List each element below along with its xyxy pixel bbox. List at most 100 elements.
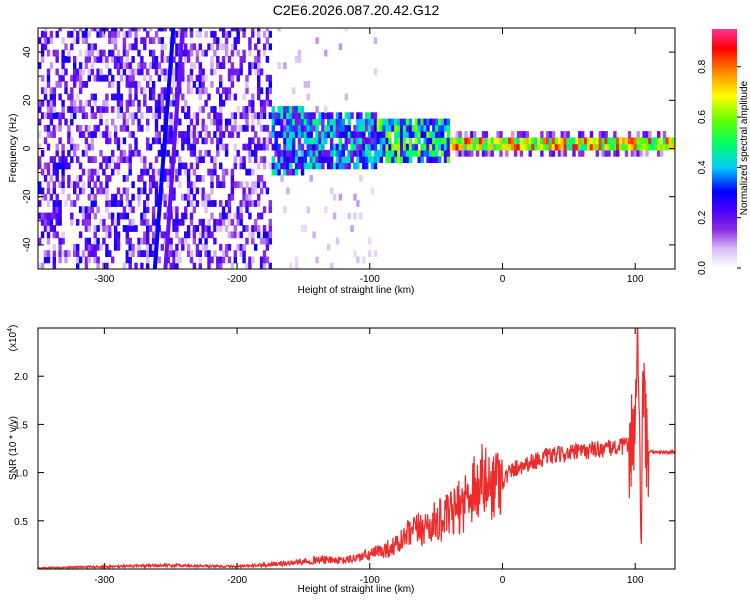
spectrogram-cell [116,62,121,69]
spectrogram-cell [38,156,42,163]
spectrogram-cell [172,68,176,76]
spectrogram-cell [388,156,392,163]
spectrogram-cell [268,200,272,207]
spectrogram-cell [111,200,115,207]
spectrogram-cell [61,168,65,176]
spectrogram-cell [607,137,611,145]
spectrogram-cell [46,162,51,170]
spectrogram-cell [151,212,156,220]
spectrogram-cell [286,112,290,120]
spectrogram-cell [52,168,56,176]
spectrogram-cell [227,74,232,82]
spectrogram-cell [289,131,293,138]
spectrogram-cell [251,28,255,32]
spectrogram-cell [93,243,97,251]
spectrogram-cell [78,231,83,239]
spectrogram-cell [370,118,375,126]
spectrogram-cell [78,99,83,107]
spectrogram-cell [330,118,334,126]
spectrogram-cell [268,81,272,88]
spectrogram-cell [557,143,562,151]
spectrogram-cell [204,30,208,38]
spectrogram-cell [128,149,132,157]
spectrogram-cell [379,143,383,151]
spectrogram-cell [356,137,360,145]
spectrogram-cell [125,175,129,182]
spectrogram-cell [224,37,229,44]
spectrogram-cell [668,143,672,151]
spectrogram-cell [365,118,369,126]
spectrogram-cell [262,30,267,38]
spectrogram-cell [146,118,150,126]
spectrogram-cell [271,168,275,176]
spectrogram-cell [64,162,68,170]
spectrogram-cell [96,206,100,214]
spectrogram-cell [192,237,197,245]
spectrogram-cell [219,106,223,113]
spectrogram-cell [309,131,313,138]
spectrogram-cell [49,131,54,138]
spectrogram-cell [300,149,305,157]
spectrogram-cell [113,200,118,207]
spectrogram-cell [245,262,249,269]
spectrogram-cell [151,93,156,101]
spectrogram-cell [78,206,83,214]
spectrogram-cell [426,124,430,132]
spectrogram-cell [134,149,138,157]
spectrogram-cell [274,112,278,120]
spectrogram-cell [300,112,305,120]
spectrogram-cell [90,68,94,76]
spectrogram-cell [128,74,132,82]
spectrogram-cell [163,93,167,101]
spectrogram-cell [204,243,208,251]
spectrogram-cell [189,62,194,69]
spectrogram-cell [140,62,144,69]
spectrogram-cell [423,118,427,126]
spectrogram-cell [186,87,191,95]
spectrogram-cell [195,87,200,95]
spectrogram-cell [651,137,655,145]
spectrogram-cell [76,181,80,189]
spectrogram-cell [219,28,223,32]
spectrogram-cell [84,49,89,57]
spectrogram-cell [70,156,74,163]
spectrogram-cell [286,124,290,132]
spectrogram-cell [388,143,392,151]
snr-y-label: SNR (10 * v/v) [8,416,19,480]
spectrogram-cell [49,212,54,220]
spectrogram-cell [58,212,62,220]
spectrogram-cell [286,168,290,176]
spectrogram-cell [108,37,112,44]
spectrogram-cell [233,250,237,257]
spectrogram-cell [128,237,132,245]
spectrogram-cell [367,156,372,163]
spectrogram-cell [467,149,471,157]
spectrogram-cell [119,112,124,120]
spectrogram-cell [204,237,208,245]
spectrogram-cell [239,200,243,207]
spectrogram-cell [58,118,62,126]
spectrogram-cell [254,149,258,157]
spectrogram-cell [143,231,147,239]
spectrogram-cell [122,175,127,182]
colorbar-tick-label: 0.4 [697,160,708,174]
spectrogram-cell [87,99,91,107]
spectrogram-cell [189,187,194,195]
spectrogram-cell [245,112,249,120]
spectrogram-cell [254,156,258,163]
spectrogram-cell [169,243,173,251]
spectrogram-cell [43,43,48,51]
spectrogram-cell [426,118,430,126]
spectrogram-cell [125,74,129,82]
spectrogram-cell [627,131,632,138]
spectrogram-cell [598,137,602,145]
spectrogram-cell [52,162,56,170]
spectrogram-cell [204,87,208,95]
spectrogram-cell [148,62,153,69]
spectrogram-cell [251,200,255,207]
spectrogram-cell [134,112,138,120]
spectrogram-cell [210,256,214,264]
spectrogram-cell [116,187,121,195]
spectrogram-cell [151,250,156,257]
spectrogram-cell [213,156,217,163]
